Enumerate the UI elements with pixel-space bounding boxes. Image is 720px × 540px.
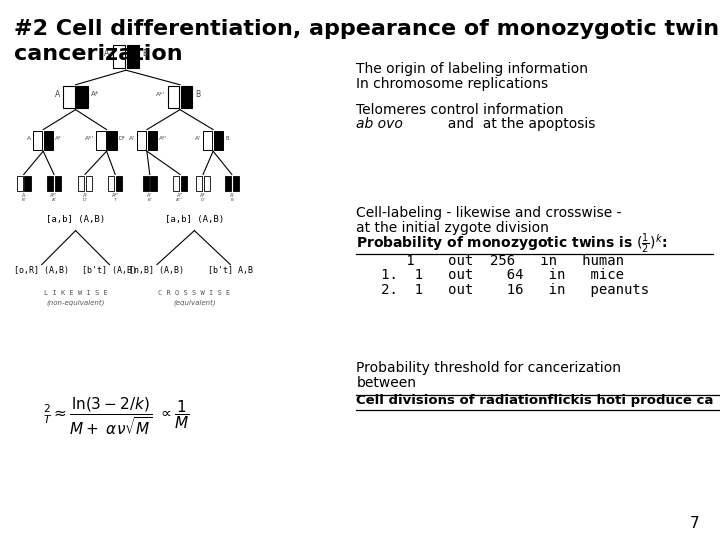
Bar (233, 176, 239, 191)
Text: A': A' (194, 136, 201, 141)
Text: A*': A*' (159, 136, 167, 141)
Bar (86, 176, 92, 191)
Bar (225, 176, 231, 191)
Text: [o,R] (A,B): [o,R] (A,B) (14, 266, 69, 274)
Bar (33, 131, 42, 150)
Bar (47, 176, 53, 191)
Bar (196, 176, 202, 191)
Bar (168, 86, 179, 108)
Text: B: B (225, 136, 229, 141)
Text: 1    out  256   in   human: 1 out 256 in human (356, 254, 624, 268)
Bar (204, 176, 210, 191)
Text: A*': A*' (85, 136, 94, 141)
Text: #2 Cell differentiation, appearance of monozygotic twins, and: #2 Cell differentiation, appearance of m… (14, 19, 720, 39)
Bar (127, 45, 139, 68)
Bar (181, 176, 187, 191)
Text: A'': A'' (177, 193, 183, 198)
Text: B: B (230, 198, 233, 202)
Text: The origin of labeling information: The origin of labeling information (356, 62, 588, 76)
Text: A: A (27, 136, 31, 141)
Bar (96, 131, 106, 150)
Text: Probability threshold for cancerization: Probability threshold for cancerization (356, 361, 621, 375)
Text: A': A' (83, 193, 87, 198)
Text: Cell divisions of radiationflickis hoti produce ca: Cell divisions of radiationflickis hoti … (356, 394, 714, 407)
Text: A*': A*' (112, 193, 119, 198)
Text: ${}^2_T \approx \dfrac{\ln(3-2/k)}{M+\ \alpha\nu\sqrt{M}}\ \propto \dfrac{1}{M}$: ${}^2_T \approx \dfrac{\ln(3-2/k)}{M+\ \… (43, 395, 190, 437)
Text: and  at the apoptosis: and at the apoptosis (439, 117, 595, 131)
Bar (150, 176, 157, 191)
Text: A*': A*' (156, 92, 165, 97)
Text: [a,b] (A,B): [a,b] (A,B) (46, 215, 105, 224)
Text: (non-equivalent): (non-equivalent) (46, 299, 105, 306)
Bar (113, 45, 125, 68)
Text: C R O S S W I S E: C R O S S W I S E (158, 289, 230, 296)
Bar (108, 176, 114, 191)
Text: D'': D'' (82, 198, 88, 202)
Text: Telomeres control information: Telomeres control information (356, 103, 564, 117)
Text: B'': B'' (147, 198, 153, 202)
Text: In chromosome replications: In chromosome replications (356, 77, 549, 91)
Text: A*'': A*'' (176, 198, 184, 202)
Bar (107, 131, 117, 150)
Text: B: B (195, 90, 200, 99)
Bar (148, 131, 157, 150)
Text: [n,B] (A,B): [n,B] (A,B) (130, 266, 184, 274)
Text: A*': A*' (50, 193, 58, 198)
Text: 2.  1   out    16   in   peanuts: 2. 1 out 16 in peanuts (356, 283, 649, 297)
Text: A*: A* (55, 136, 62, 141)
Bar (78, 176, 84, 191)
Bar (143, 176, 149, 191)
Text: D*: D* (119, 136, 126, 141)
Text: B*: B* (22, 198, 26, 202)
Bar (44, 131, 53, 150)
Bar (63, 86, 75, 108)
Text: [b't] (A,B): [b't] (A,B) (82, 266, 137, 274)
Text: L I K E W I S E: L I K E W I S E (44, 289, 107, 296)
Text: A: A (22, 193, 25, 198)
Bar (17, 176, 23, 191)
Text: A: A (55, 90, 60, 99)
Bar (181, 86, 192, 108)
Text: at the initial zygote division: at the initial zygote division (356, 221, 549, 235)
Text: ab ovo: ab ovo (356, 117, 403, 131)
Bar (203, 131, 212, 150)
Text: T': T' (113, 198, 117, 202)
Bar (55, 176, 61, 191)
Text: (equivalent): (equivalent) (173, 299, 216, 306)
Text: 1.  1   out    64   in   mice: 1. 1 out 64 in mice (356, 268, 624, 282)
Bar (137, 131, 146, 150)
Bar (214, 131, 223, 150)
Text: Cell-labeling - likewise and crosswise -: Cell-labeling - likewise and crosswise - (356, 206, 622, 220)
Text: Probability of monozygotic twins is $(\frac{1}{2})^k$:: Probability of monozygotic twins is $(\f… (356, 231, 667, 256)
Text: A*: A* (52, 198, 56, 202)
Bar (76, 86, 88, 108)
Text: D'': D'' (200, 198, 206, 202)
Text: [a,b] (A,B): [a,b] (A,B) (165, 215, 224, 224)
Text: [b't] A,B: [b't] A,B (208, 266, 253, 274)
Text: between: between (356, 376, 416, 390)
Text: A*: A* (200, 193, 206, 198)
Text: B: B (143, 50, 148, 58)
Text: A': A' (128, 136, 135, 141)
Text: cancerization: cancerization (14, 44, 183, 64)
Text: A*: A* (91, 91, 99, 98)
Text: 7: 7 (690, 516, 700, 531)
Bar (173, 176, 179, 191)
Text: A': A' (230, 193, 234, 198)
Bar (24, 176, 31, 191)
Text: A': A' (148, 193, 152, 198)
Text: A: A (104, 50, 109, 58)
Bar (116, 176, 122, 191)
